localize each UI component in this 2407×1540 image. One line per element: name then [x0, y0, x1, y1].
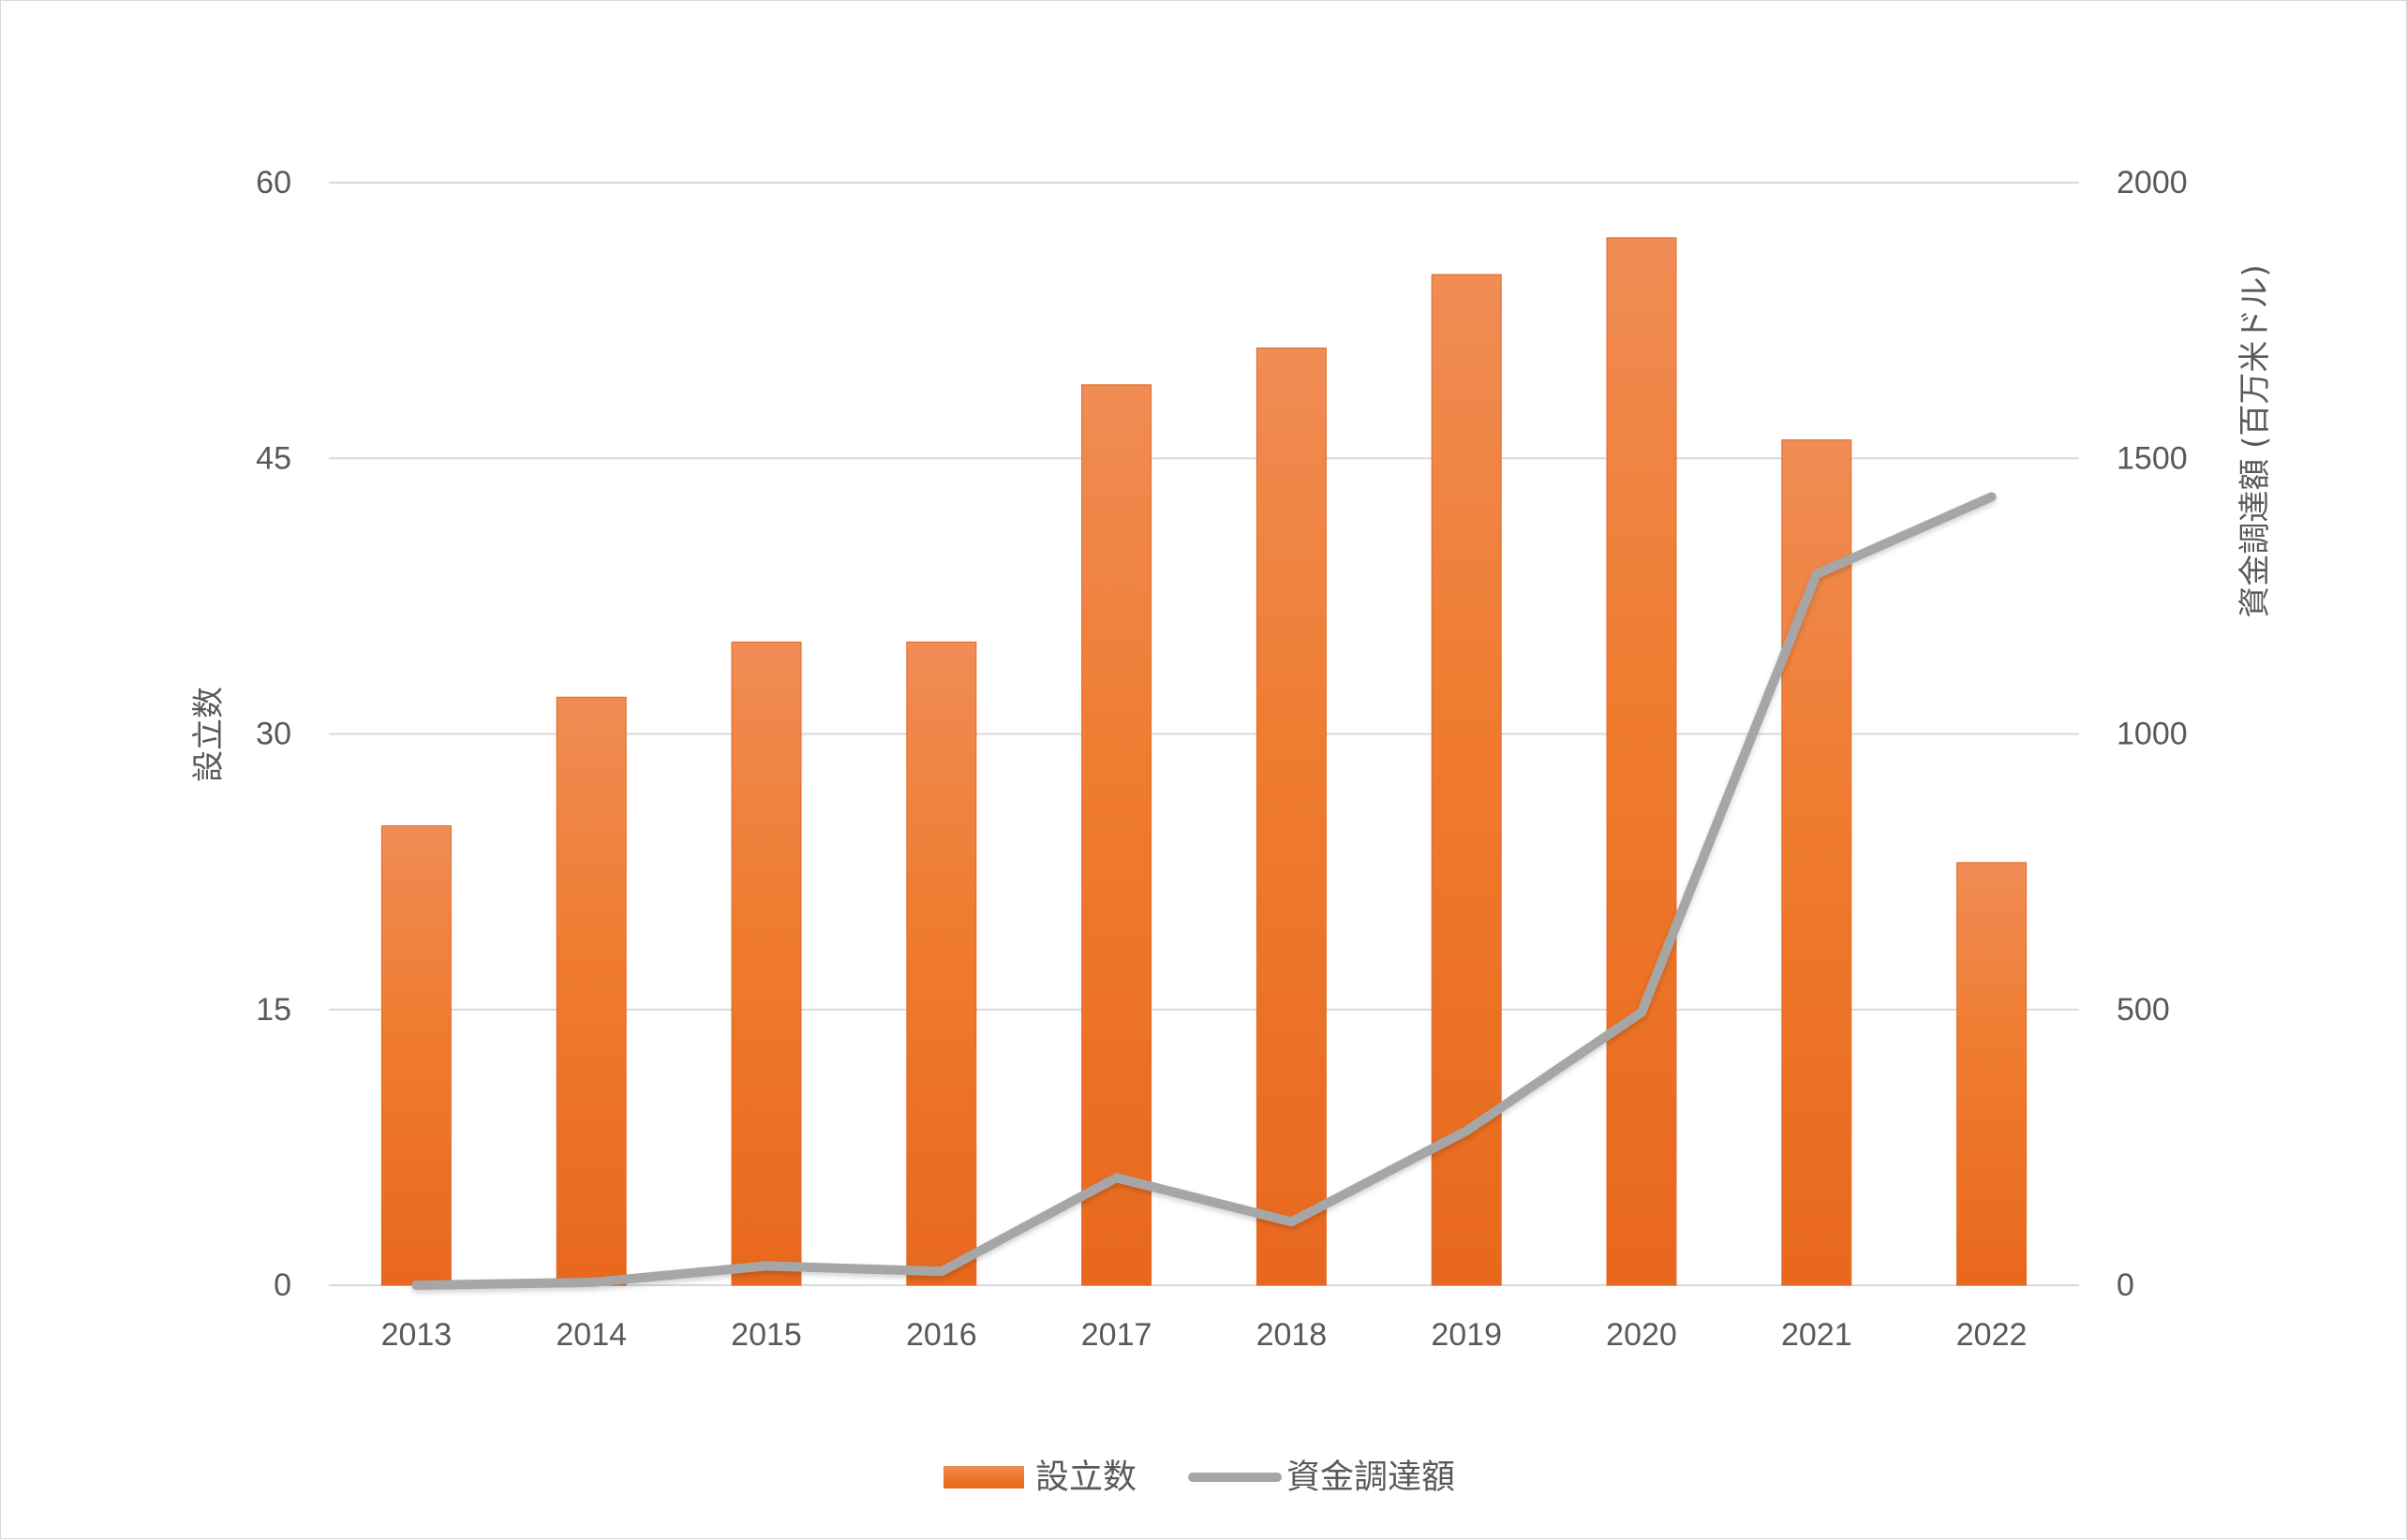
- legend-label-line: 資金調達額: [1286, 1459, 1455, 1497]
- bar: [1256, 348, 1327, 1286]
- x-tick-label: 2019: [1431, 1317, 1502, 1353]
- x-tick-label: 2018: [1256, 1317, 1328, 1353]
- x-tick-label: 2017: [1081, 1317, 1152, 1353]
- y2-tick-label: 500: [2117, 992, 2170, 1028]
- bar: [731, 641, 802, 1286]
- x-tick-label: 2021: [1781, 1317, 1852, 1353]
- bar: [380, 825, 452, 1286]
- x-tick-label: 2015: [731, 1317, 802, 1353]
- x-tick-label: 2022: [1956, 1317, 2028, 1353]
- bar: [1606, 237, 1677, 1286]
- line-series: [411, 492, 1997, 1290]
- y2-axis-title: 資金調達額 (百万米ドル): [2236, 264, 2274, 617]
- legend-swatch-bar: [943, 1466, 1024, 1488]
- y2-tick-label: 1500: [2117, 440, 2188, 476]
- line-point: [590, 1281, 593, 1284]
- y-tick-label: 15: [256, 992, 291, 1028]
- line-point: [1815, 572, 1818, 575]
- x-tick-label: 2014: [556, 1317, 627, 1353]
- y2-tick-label: 2000: [2117, 165, 2188, 200]
- y2-tick-label: 0: [2117, 1267, 2134, 1303]
- y-tick-label: 30: [256, 717, 291, 752]
- legend-label-bar: 設立数: [1035, 1459, 1137, 1497]
- line-point: [940, 1270, 943, 1273]
- y-tick-label: 60: [256, 165, 291, 200]
- y2-tick-label: 1000: [2117, 717, 2188, 752]
- line-point: [1290, 1221, 1293, 1223]
- line-series-layer: [411, 492, 1997, 1290]
- y-tick-label: 45: [256, 440, 291, 476]
- bar: [1081, 384, 1152, 1286]
- x-tick-label: 2016: [906, 1317, 977, 1353]
- y-tick-label: 0: [274, 1267, 291, 1303]
- bar-series-layer: [380, 237, 2028, 1286]
- line-point: [415, 1284, 418, 1286]
- x-tick-label: 2020: [1606, 1317, 1677, 1353]
- line-point: [1465, 1130, 1468, 1133]
- tick-labels: 0 15 30 45 60 0 500 1000 1500 2000 2013 2014 2015 201…: [256, 165, 2187, 1353]
- x-tick-label: 2013: [381, 1317, 453, 1353]
- bar: [1781, 439, 1852, 1286]
- line-point: [1641, 1011, 1642, 1014]
- line-point: [1990, 496, 1993, 498]
- line-point: [765, 1265, 767, 1267]
- bar: [906, 641, 977, 1286]
- bar: [556, 696, 627, 1286]
- line-point: [1115, 1177, 1118, 1179]
- legend: 設立数 資金調達額: [943, 1459, 1455, 1497]
- bar: [1956, 862, 2028, 1286]
- y-axis-title: 設立数: [190, 687, 228, 782]
